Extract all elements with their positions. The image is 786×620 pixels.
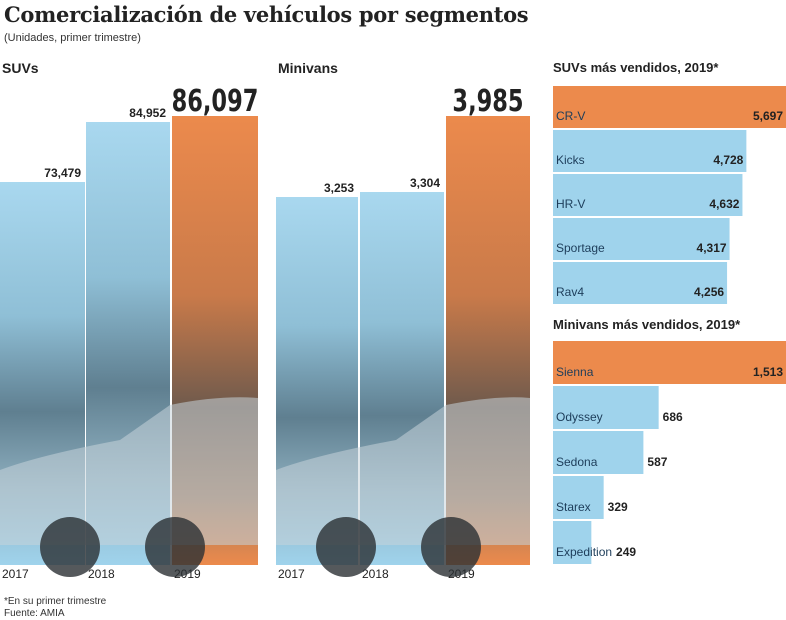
car-wheel: [316, 517, 376, 577]
source: Fuente: AMIA: [4, 608, 65, 619]
top-minivans-bar-Odyssey: [553, 386, 659, 429]
car-wheel: [40, 517, 100, 577]
suvs-value-label: 84,952: [129, 106, 166, 120]
top-minivans-category-label: Sienna: [556, 365, 594, 379]
suvs-value-label: 73,479: [44, 166, 81, 180]
top-suvs-bar-Sportage: [553, 218, 730, 260]
suvs-panel-title: SUVs: [2, 60, 39, 76]
suvs-year-label: 2017: [2, 567, 29, 581]
top-minivans-value-label: 329: [608, 500, 628, 514]
chart-subtitle: (Unidades, primer trimestre): [4, 32, 141, 44]
top-suvs-category-label: HR-V: [556, 197, 585, 211]
minivans-year-label: 2018: [362, 567, 389, 581]
top-suvs-value-label: 4,256: [694, 285, 724, 299]
top-minivans-category-label: Odyssey: [556, 410, 603, 424]
top-suvs-title: SUVs más vendidos, 2019*: [553, 60, 719, 75]
top-suvs-value-label: 5,697: [753, 109, 783, 123]
minivans-year-label: 2017: [278, 567, 305, 581]
minivans-panel-title: Minivans: [278, 60, 338, 76]
top-suvs-value-label: 4,317: [697, 241, 727, 255]
top-suvs-bar-Rav4: [553, 262, 728, 304]
top-suvs-category-label: CR-V: [556, 109, 585, 123]
minivans-value-label: 3,985: [452, 84, 523, 119]
top-minivans-title: Minivans más vendidos, 2019*: [553, 317, 741, 332]
chart-title: Comercialización de vehículos por segmen…: [4, 2, 529, 27]
top-minivans-bar-Starex: [553, 476, 604, 519]
top-suvs-bar-Kicks: [553, 130, 747, 172]
top-minivans-category-label: Expedition: [556, 545, 612, 559]
top-minivans-value-label: 1,513: [753, 365, 783, 379]
top-suvs-bar-HR-V: [553, 174, 743, 216]
top-minivans-bar-Expedition: [553, 521, 592, 564]
minivans-value-label: 3,304: [410, 176, 440, 190]
top-minivans-category-label: Sedona: [556, 455, 598, 469]
top-minivans-value-label: 249: [616, 545, 636, 559]
top-suvs-value-label: 4,632: [709, 197, 739, 211]
minivans-car-image: [276, 397, 530, 545]
top-suvs-category-label: Rav4: [556, 285, 584, 299]
top-suvs-bar-CR-V: [553, 86, 786, 128]
car-wheel: [145, 517, 205, 577]
top-minivans-value-label: 587: [647, 455, 667, 469]
top-minivans-value-label: 686: [663, 410, 683, 424]
suvs-value-label: 86,097: [172, 84, 259, 119]
top-minivans-bar-Sedona: [553, 431, 644, 474]
suvs-car-image: [0, 397, 258, 545]
top-minivans-bar-Sienna: [553, 341, 786, 384]
top-suvs-category-label: Kicks: [556, 153, 585, 167]
top-suvs-category-label: Sportage: [556, 241, 605, 255]
footnote: *En su primer trimestre: [4, 596, 107, 607]
minivans-value-label: 3,253: [324, 181, 354, 195]
top-suvs-value-label: 4,728: [713, 153, 743, 167]
car-wheel: [421, 517, 481, 577]
top-minivans-category-label: Starex: [556, 500, 591, 514]
suvs-year-label: 2018: [88, 567, 115, 581]
